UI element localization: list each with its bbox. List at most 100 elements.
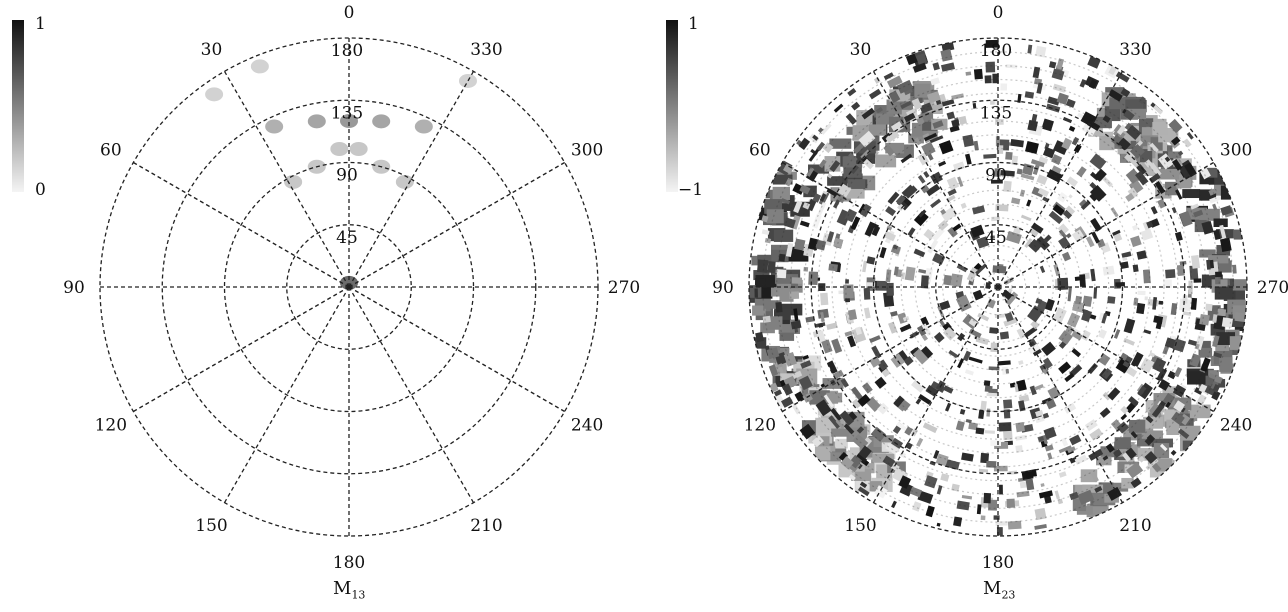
heatmap-cell: [755, 331, 764, 343]
heatmap-cell: [803, 266, 809, 272]
heatmap-cell: [1057, 498, 1064, 505]
heatmap-cell: [988, 388, 998, 394]
heatmap-cell: [1135, 170, 1149, 186]
angular-tick-label: 210: [1119, 516, 1151, 536]
heatmap-cell: [1158, 379, 1170, 391]
heatmap-cell: [951, 93, 964, 100]
heatmap-cell: [883, 291, 895, 307]
heatmap-cell: [1058, 471, 1067, 478]
heatmap-cell: [1177, 428, 1190, 439]
heatmap-cell: [1145, 415, 1154, 424]
heatmap-cell: [1094, 116, 1112, 129]
heatmap-cell: [1130, 477, 1142, 489]
heatmap-cell: [1062, 116, 1073, 124]
heatmap-cell: [940, 473, 950, 482]
heatmap-cell: [921, 323, 932, 337]
heatmap-cell: [932, 120, 944, 129]
heatmap-cell: [1071, 136, 1080, 146]
heatmap-cell: [862, 260, 868, 273]
heatmap-cell: [866, 256, 876, 265]
heatmap-cell: [883, 230, 897, 242]
heatmap-cell: [1229, 336, 1247, 350]
heatmap-cell: [1088, 79, 1098, 89]
heatmap-cell: [857, 394, 871, 407]
heatmap-cell: [913, 210, 929, 227]
heatmap-cell: [940, 206, 958, 223]
heatmap-cell: [823, 394, 834, 408]
texture-ring: [928, 217, 1068, 357]
heatmap-cell: [826, 392, 843, 403]
heatmap-cell: [958, 115, 968, 125]
heatmap-cell: [816, 141, 826, 152]
heatmap-cell: [1040, 483, 1045, 487]
heatmap-cell: [984, 75, 992, 84]
heatmap-cell: [918, 268, 927, 274]
heatmap-cell: [885, 130, 900, 144]
heatmap-cell: [1061, 137, 1073, 150]
heatmap-cell: [1089, 428, 1103, 441]
heatmap-cell: [940, 49, 953, 62]
heatmap-cell: [1017, 93, 1022, 103]
heatmap-cell: [1081, 309, 1092, 323]
heatmap-cell: [768, 364, 779, 377]
heatmap-cell: [766, 209, 784, 224]
heatmap-cell: [1015, 421, 1025, 433]
heatmap-cell: [1139, 357, 1155, 373]
heatmap-cell: [1126, 125, 1142, 140]
heatmap-cell: [986, 298, 996, 309]
heatmap-cell: [1137, 290, 1146, 296]
heatmap-cell: [942, 326, 957, 341]
heatmap-cell: [873, 77, 881, 84]
heatmap-cell: [1077, 489, 1095, 505]
heatmap-cell: [1034, 524, 1047, 530]
heatmap-cell: [1057, 223, 1069, 235]
heatmap-cell: [1088, 127, 1103, 137]
heatmap-cell: [917, 174, 926, 184]
heatmap-cell: [990, 235, 995, 239]
angular-tick-label: 210: [470, 516, 502, 536]
heatmap-cell: [1043, 234, 1052, 244]
heatmap-cell: [1129, 143, 1145, 159]
heatmap-cell: [1220, 205, 1233, 216]
heatmap-cell: [986, 408, 991, 417]
angular-tick-label: 270: [608, 278, 640, 298]
heatmap-cell: [1178, 164, 1192, 180]
heatmap-cell: [1125, 447, 1137, 460]
heatmap-cell: [1137, 385, 1147, 396]
heatmap-cell: [875, 154, 897, 168]
heatmap-cell: [1020, 173, 1035, 181]
heatmap-cell: [938, 160, 947, 167]
heatmap-cell: [840, 378, 849, 388]
heatmap-cell: [1065, 205, 1076, 215]
heatmap-cell: [1082, 295, 1093, 307]
heatmap-cell: [1023, 326, 1038, 338]
heatmap-cell: [1187, 371, 1206, 385]
heatmap-cell: [850, 164, 859, 175]
heatmap-cell: [1213, 218, 1228, 227]
heatmap-cell: [998, 484, 1003, 495]
heatmap-cell: [1067, 287, 1072, 302]
heatmap-cell: [852, 433, 869, 450]
heatmap-cell: [1143, 329, 1152, 335]
heatmap-cell: [875, 113, 894, 125]
heatmap-cell: [988, 366, 1000, 371]
heatmap-cell: [1151, 438, 1173, 448]
heatmap-cell: [936, 522, 941, 527]
heatmap-cell: [1199, 249, 1216, 258]
heatmap-cell: [1116, 421, 1130, 434]
heatmap-cell: [1120, 405, 1129, 415]
heatmap-cell: [1066, 312, 1081, 328]
texture-ring: [762, 51, 1234, 523]
heatmap-cell: [877, 402, 889, 415]
heatmap-cell: [792, 370, 803, 380]
colorbar: [12, 20, 24, 192]
heatmap-cell: [1107, 387, 1121, 401]
heatmap-cell: [820, 292, 829, 306]
heatmap-cell: [826, 322, 838, 330]
heatmap-cell: [1076, 166, 1087, 178]
heatmap-cell: [1144, 166, 1160, 177]
angular-tick-label: 180: [982, 553, 1014, 573]
heatmap-cell: [1172, 338, 1187, 353]
heatmap-cell: [976, 504, 982, 515]
heatmap-cell: [1051, 165, 1062, 174]
